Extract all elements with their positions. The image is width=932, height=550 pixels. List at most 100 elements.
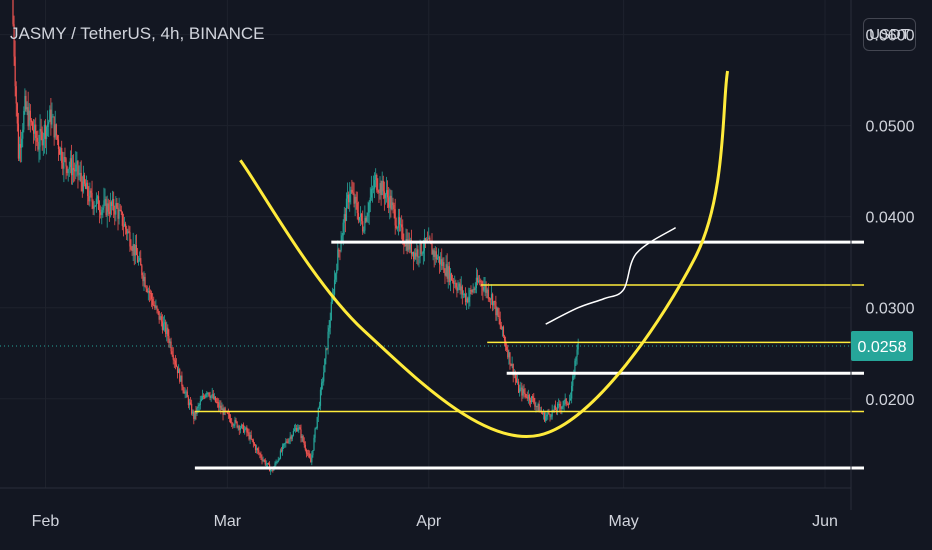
candle-body (68, 167, 70, 170)
candle-body (215, 401, 218, 403)
candle-body (91, 192, 93, 202)
candle-body (304, 444, 306, 450)
candle-body (175, 364, 178, 367)
candle-body (404, 244, 406, 247)
candle-body (161, 321, 164, 330)
candle-body (127, 231, 129, 234)
candles (12, 0, 579, 475)
candle-body (116, 203, 118, 208)
candle-body (481, 281, 483, 287)
candle-body (521, 387, 523, 396)
candle-body (390, 195, 392, 210)
candle-body (444, 272, 446, 276)
candle-body (278, 458, 280, 460)
candle-body (569, 398, 572, 401)
candle-body (109, 202, 112, 214)
candle-body (576, 349, 578, 357)
candle-body (356, 202, 358, 214)
candle-body (307, 453, 310, 455)
x-tick-label: Apr (416, 513, 442, 530)
candle-body (561, 406, 563, 409)
candle-body (174, 360, 176, 365)
candle-body (520, 387, 522, 389)
candle-body (398, 217, 401, 225)
candle-body (289, 436, 291, 440)
candle-body (172, 354, 174, 360)
candle-body (168, 336, 170, 343)
candle-body (284, 443, 286, 444)
candle-body (572, 376, 574, 386)
candle-body (237, 426, 239, 428)
candle-body (205, 394, 207, 398)
candle-body (559, 403, 561, 407)
candle-body (263, 460, 265, 461)
candle-body (264, 460, 266, 465)
candle-body (128, 231, 130, 233)
candle-body (411, 251, 414, 255)
candle-body (235, 419, 237, 422)
candle-body (15, 86, 17, 104)
candle-body (202, 396, 205, 397)
candle-body (224, 408, 226, 412)
candle-body (507, 350, 509, 358)
candle-body (27, 107, 29, 127)
candle-body (221, 408, 223, 410)
candle-body (375, 174, 377, 181)
candle-body (492, 294, 494, 306)
candle-body (555, 410, 558, 411)
currency-button[interactable]: USDT (863, 18, 916, 51)
candle-body (538, 404, 540, 413)
candle-body (259, 453, 261, 455)
candle-body (394, 209, 396, 226)
candle-body (77, 161, 79, 175)
candle-body (313, 437, 315, 451)
candle-body (227, 413, 230, 415)
candle-body (341, 235, 343, 243)
candle-body (420, 241, 422, 254)
candle-body (526, 397, 528, 399)
candle-body (281, 445, 284, 452)
candle-body (560, 406, 562, 409)
candle-body (385, 190, 388, 195)
candle-body (457, 286, 459, 291)
candle-body (187, 397, 189, 406)
candle-body (407, 239, 409, 251)
candle-body (393, 205, 395, 210)
candle-body (193, 411, 195, 420)
candle-body (208, 392, 210, 396)
candle-body (455, 283, 457, 288)
candle-body (327, 331, 329, 349)
candle-body (512, 363, 514, 376)
candle-body (197, 406, 199, 408)
candle-body (95, 198, 97, 206)
candle-body (315, 427, 317, 429)
candle-body (336, 269, 338, 274)
candle-body (198, 405, 200, 407)
candle-body (220, 405, 222, 410)
candle-body (113, 198, 115, 211)
candle-body (86, 182, 88, 189)
candle-body (129, 232, 131, 247)
candle-body (274, 463, 276, 468)
candle-body (219, 405, 221, 408)
candle-body (480, 281, 482, 283)
candle-body (418, 256, 420, 258)
candle-body (173, 359, 175, 361)
candle-body (306, 453, 309, 455)
candle-body (155, 306, 157, 308)
current-price-badge (851, 330, 913, 361)
candle-body (97, 196, 100, 210)
candle-body (294, 428, 297, 430)
candle-body (299, 427, 301, 430)
candle-body (525, 393, 527, 398)
candle-body (303, 441, 305, 445)
candle-body (473, 289, 475, 290)
price-axis[interactable]: 0.0600 0.0500 0.0400 0.0300 0.0200 0.0258 (851, 28, 915, 409)
candle-body (326, 348, 328, 350)
candle-body (367, 212, 369, 217)
candle-body (523, 389, 525, 394)
time-axis[interactable]: Feb Mar Apr May Jun (32, 513, 838, 530)
candle-body (178, 369, 180, 374)
candle-body (368, 202, 370, 213)
